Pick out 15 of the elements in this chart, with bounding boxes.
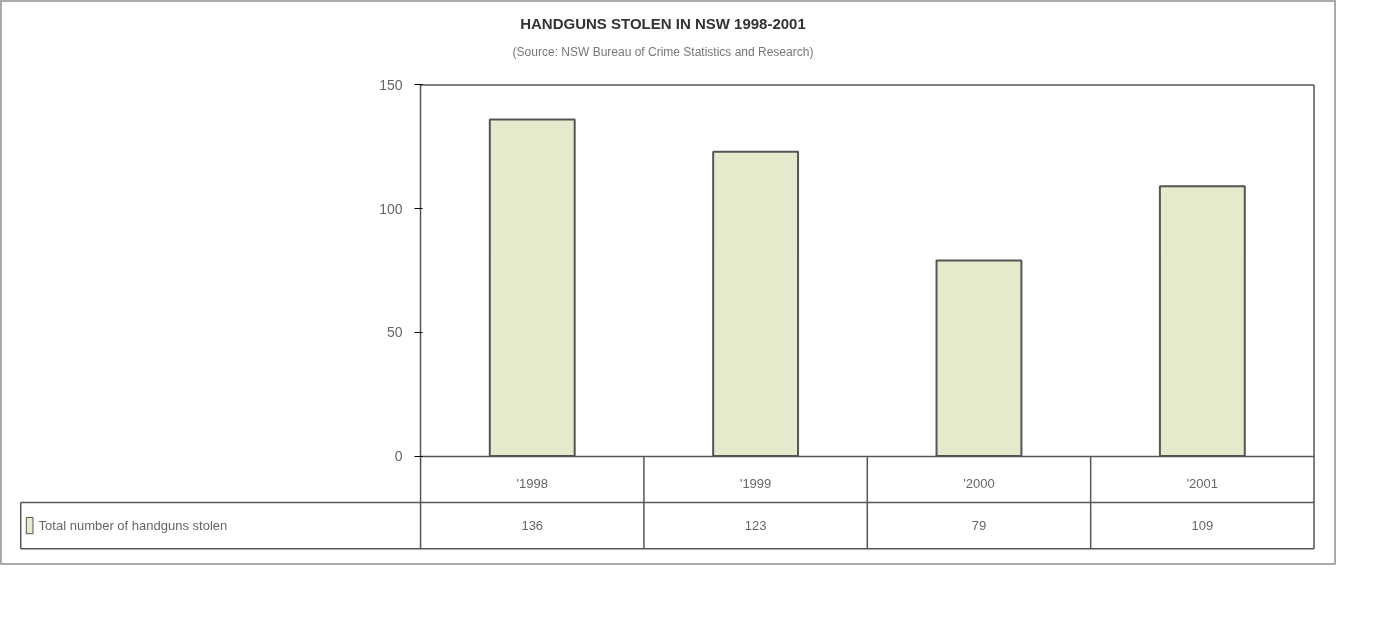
y-tick-label: 50 — [386, 323, 403, 340]
x-tick-label: '1998 — [516, 475, 548, 491]
y-tick-label: 100 — [379, 200, 403, 217]
y-tick-label: 0 — [394, 447, 403, 464]
data-label: 136 — [521, 517, 544, 533]
x-tick-label: '1999 — [739, 475, 772, 491]
chart-title: HANDGUNS STOLEN IN NSW 1998-2001 — [520, 14, 806, 34]
data-label: 123 — [744, 517, 767, 533]
chart-subtitle: (Source: NSW Bureau of Crime Statistics and Research) — [512, 44, 814, 62]
legend-label: Total number of handguns stolen — [38, 517, 228, 533]
x-tick-label: '2001 — [1186, 475, 1219, 491]
y-tick-label: 150 — [379, 76, 403, 93]
data-label: 79 — [971, 517, 987, 533]
data-label: 109 — [1191, 517, 1214, 533]
x-tick-label: '2000 — [963, 475, 995, 491]
